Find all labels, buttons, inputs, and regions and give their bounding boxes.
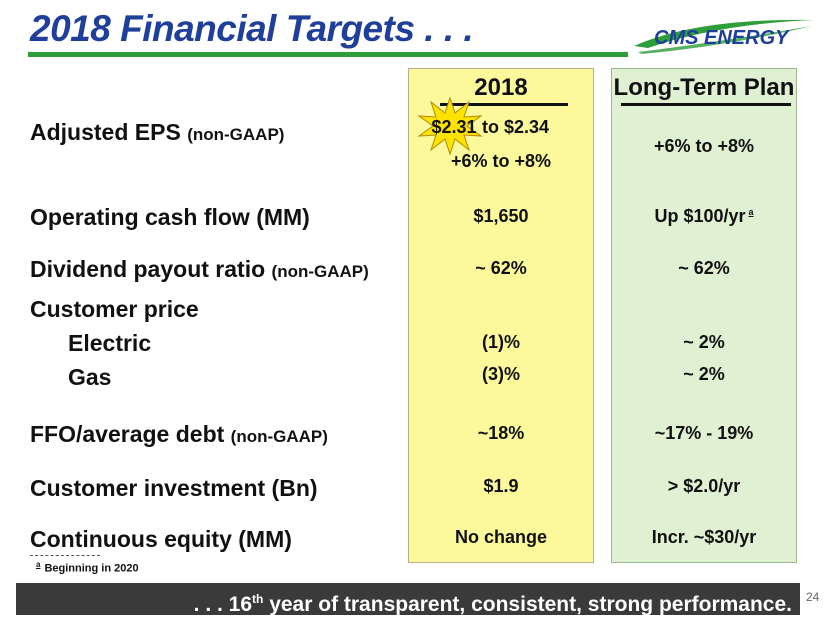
column-header-2018-underline [440, 103, 568, 106]
ffo-2018-value: ~18% [477, 423, 525, 443]
column-2018-panel [408, 68, 594, 563]
closing-banner: . . . 16th year of transparent, consiste… [16, 583, 800, 616]
payout-2018-value: ~ 62% [475, 258, 527, 278]
row-label-electric: Electric [68, 330, 152, 356]
investment-2018-value: $1.9 [483, 476, 519, 496]
row-label-gas: Gas [68, 364, 112, 390]
title-underline [28, 52, 628, 57]
row-label-dividend-payout: Dividend payout ratio (non-GAAP) [30, 256, 369, 282]
starburst-highlight-icon [417, 96, 483, 156]
gas-2018-value: (3)% [481, 364, 520, 384]
row-label-operating-cash-flow: Operating cash flow (MM) [30, 204, 310, 230]
column-long-term-panel [611, 68, 797, 563]
row-label-customer-investment: Customer investment (Bn) [30, 475, 318, 501]
eps-long-term-value: +6% to +8% [653, 136, 755, 156]
cms-energy-logo: CMS ENERGY [634, 19, 814, 54]
footnote-divider [30, 555, 100, 556]
column-header-long-term-underline [621, 103, 791, 106]
footnote: a Beginning in 2020 [36, 560, 139, 575]
equity-2018-value: No change [454, 527, 547, 547]
ocf-2018-value: $1,650 [473, 206, 529, 226]
column-header-long-term: Long-Term Plan [613, 74, 795, 101]
equity-long-term-value: Incr. ~$30/yr [651, 527, 757, 547]
electric-2018-value: (1)% [481, 332, 520, 352]
footnote-mark: a [36, 560, 41, 569]
eps-2018-high-value: to $2.34 [482, 117, 550, 137]
investment-long-term-value: > $2.0/yr [667, 476, 741, 496]
ffo-long-term-value: ~17% - 19% [654, 423, 754, 443]
row-label-customer-price: Customer price [30, 296, 199, 322]
ocf-long-term-value: Up $100/yr [654, 206, 746, 226]
row-label-continuous-equity: Continuous equity (MM) [30, 526, 292, 552]
footnote-text: Beginning in 2020 [44, 562, 139, 575]
slide-title: 2018 Financial Targets . . . [30, 8, 474, 49]
page-number: 24 [806, 590, 820, 604]
gas-long-term-value: ~ 2% [683, 364, 725, 384]
svg-text:CMS ENERGY: CMS ENERGY [654, 27, 790, 49]
eps-2018-low-value: $2.31 [431, 117, 477, 137]
eps-2018-growth-value: +6% to +8% [450, 151, 552, 171]
footnote-marker: a [748, 207, 754, 217]
column-header-2018: 2018 [474, 74, 528, 101]
row-label-ffo-average-debt: FFO/average debt (non-GAAP) [30, 421, 328, 447]
electric-long-term-value: ~ 2% [683, 332, 725, 352]
payout-long-term-value: ~ 62% [678, 258, 730, 278]
ocf-long-term-cell: Up $100/yr a [611, 206, 797, 227]
row-label-adjusted-eps: Adjusted EPS (non-GAAP) [30, 119, 285, 145]
